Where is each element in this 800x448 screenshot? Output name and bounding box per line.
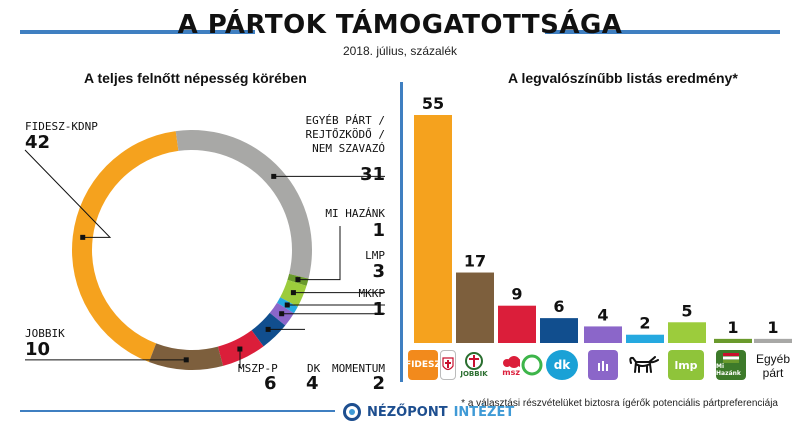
lmp-logo: lmp [668,350,704,380]
donut-slice-egyeb [175,130,312,279]
bar-5 [584,326,622,343]
leader-dot-jobbik [183,357,189,363]
bar-chart: 55 17 9 6 4 2 5 1 1 [414,94,792,343]
two-tailed-dog-icon [629,356,659,373]
bar-3 [498,305,536,343]
jobbik-logo-text: JOBBIK [460,370,488,378]
nezopont-logo-icon [343,403,361,421]
bar-8 [714,338,752,343]
pie-label-egyeb-line2: REJTŐZKÖDŐ / [305,128,385,141]
bar-1 [414,115,452,343]
bar-2 [456,272,494,343]
pie-label-fidesz: FIDESZ-KDNP [25,120,98,133]
bar-value-label-3: 9 [511,285,522,304]
momentum-logo [588,350,618,380]
bar-value-label-1: 55 [422,94,444,113]
bar-value-label-6: 2 [639,314,650,333]
pie-label-jobbik: JOBBIK [25,327,65,340]
bar-value-label-4: 6 [553,297,564,316]
kdnp-shield-icon [442,357,454,371]
kdnp-logo-icon [440,350,456,380]
fidesz-logo: FIDESZ [404,350,442,380]
leader-dot-momentum [279,311,285,317]
pie-label-egyeb-line1: EGYÉB PÁRT / [305,114,385,127]
bar-value-label-2: 17 [464,252,486,271]
pie-label-egyeb: EGYÉB PÁRT / REJTŐZKÖDŐ / NEM SZAVAZÓ [285,114,385,156]
pie-value-mkkp: 1 [372,299,385,320]
pie-value-mihazank: 1 [372,220,385,241]
fidesz-logo-text: FIDESZ [404,360,442,370]
pie-label-mkkp: MKKP [358,287,386,300]
parbeszed-logo-icon [520,350,544,380]
momentum-m-icon [598,361,608,371]
brand-suffix: INTÉZET [453,404,515,420]
egyeb-label-line2: párt [762,366,784,380]
jobbik-logo: JOBBIK [458,350,490,380]
jobbik-cross-icon [465,352,483,370]
bar-chart-title: A legvalószínűbb listás eredmény* [508,70,738,86]
pie-label-lmp: LMP [365,249,385,262]
leader-dot-mszp [237,346,243,352]
page-title: A PÁRTOK TÁMOGATOTTSÁGA [177,10,623,40]
page-subtitle: 2018. július, százalék [342,44,458,58]
pie-label-mihazank: MI HAZÁNK [325,207,385,220]
brand-name: NÉZŐPONT [367,404,448,420]
pie-label-dk: DK [307,362,321,375]
pie-label-mszp: MSZP-P [238,362,278,375]
mihazank-flag-icon [723,353,739,363]
footer-rule-left [20,410,335,412]
pie-label-egyeb-line3: NEM SZAVAZÓ [312,142,385,155]
parbeszed-circle-icon [521,354,543,376]
bar-7 [668,322,706,343]
brand-logo: NÉZŐPONT INTÉZET [343,403,514,421]
footnote: * a választási részvételüket biztosra íg… [461,398,778,409]
leader-dot-fidesz [80,234,86,240]
mszp-logo-text: mszp [502,367,526,377]
leader-dot-mihazank [295,277,301,283]
leader-dot-mkkp [284,302,290,308]
pie-label-momentum: MOMENTUM [332,362,385,375]
bar-9 [754,338,792,343]
pie-value-fidesz: 42 [25,132,51,153]
leader-line-fidesz [24,149,112,238]
mkkp-dog-icon [626,350,662,380]
leader-dot-lmp [290,290,296,296]
dk-logo: dk [546,350,578,380]
pie-value-momentum: 2 [372,373,385,394]
bar-6 [626,334,664,343]
egyeb-label-line1: Egyéb [755,352,791,366]
bar-value-label-7: 5 [681,301,692,320]
donut-slice-fidesz [71,131,179,363]
mihazank-logo-text: Mi Hazánk [716,363,741,377]
mihazank-logo: Mi Hazánk [716,350,746,380]
donut-slice-jobbik [148,343,224,370]
bar-value-label-8: 1 [727,318,738,337]
dk-logo-text: dk [553,358,571,372]
pie-value-lmp: 3 [372,261,385,282]
bar-value-label-5: 4 [597,305,608,324]
bar-value-label-9: 1 [767,318,778,337]
leader-line-mihazank [297,226,341,281]
title-rule-right [545,30,780,34]
bar-4 [540,318,578,343]
pie-chart-title: A teljes felnőtt népesség körében [84,70,307,86]
donut-chart [24,130,385,370]
egyeb-label: Egyéb párt [750,352,796,380]
lmp-logo-text: lmp [674,358,698,372]
title-rule-left [20,30,255,34]
pie-value-dk: 4 [306,373,319,394]
pie-value-jobbik: 10 [25,339,51,360]
leader-dot-egyeb [271,173,277,179]
panel-divider [400,82,403,382]
pie-value-egyeb: 31 [359,164,385,185]
leader-dot-dk [265,326,271,332]
pie-value-mszp: 6 [264,373,277,394]
